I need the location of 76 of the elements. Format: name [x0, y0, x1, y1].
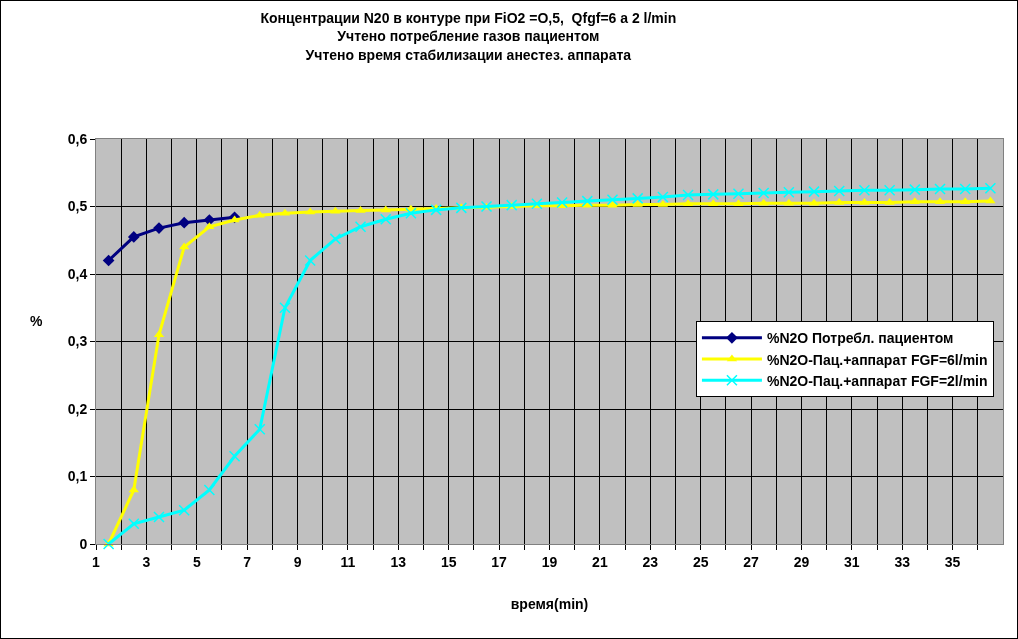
x-tick-label: 1	[92, 553, 101, 570]
x-tick-label: 19	[541, 553, 558, 570]
x-tick-label: 13	[390, 553, 407, 570]
x-tick-label: 25	[692, 553, 709, 570]
x-tick-label: 21	[592, 553, 608, 570]
point	[732, 187, 745, 200]
point	[833, 185, 845, 197]
y-tick-label: 0,3	[67, 333, 88, 350]
x-tick-label: 11	[340, 553, 356, 570]
y-tick-label: 0,4	[67, 265, 88, 282]
point	[203, 484, 216, 496]
point	[178, 504, 190, 516]
point	[884, 197, 895, 205]
point	[657, 191, 669, 203]
point	[329, 233, 342, 245]
x-tick-label: 15	[440, 553, 457, 570]
point	[708, 199, 719, 207]
point	[631, 192, 644, 205]
point	[229, 215, 240, 223]
point	[279, 302, 291, 314]
y-tick-label: 0,6	[67, 130, 88, 147]
x-tick-label: 29	[793, 553, 810, 570]
point	[682, 189, 694, 201]
point	[430, 204, 442, 216]
legend-label: %N2O Потребл. пациентом	[766, 330, 954, 347]
y-tick-label: 0,1	[67, 468, 88, 485]
point	[153, 511, 165, 523]
point	[733, 199, 744, 207]
x-tick-label: 7	[243, 553, 252, 570]
y-tick-label: 0,2	[67, 400, 88, 417]
x-tick-label: 31	[844, 553, 860, 570]
x-axis-title: время(min)	[510, 596, 589, 613]
x-tick-label: 17	[491, 553, 508, 570]
point	[254, 210, 265, 218]
point	[859, 197, 870, 205]
point	[858, 184, 871, 197]
point	[127, 231, 140, 243]
y-tick-label: 0	[79, 535, 88, 552]
point	[556, 196, 568, 209]
point	[581, 195, 594, 207]
point	[128, 485, 139, 493]
point	[102, 254, 115, 267]
point	[178, 216, 191, 229]
point	[606, 194, 619, 206]
point	[808, 185, 820, 198]
point	[304, 254, 316, 267]
point	[959, 183, 971, 195]
point	[783, 186, 795, 199]
point	[960, 197, 971, 205]
x-tick-label: 9	[293, 553, 302, 570]
x-tick-label: 33	[894, 553, 911, 570]
point	[380, 205, 391, 213]
x-tick-label: 3	[142, 553, 151, 570]
point	[909, 183, 921, 196]
point	[203, 214, 216, 226]
point	[707, 188, 720, 201]
point	[834, 197, 845, 205]
point	[354, 221, 367, 233]
point	[984, 182, 997, 195]
x-tick-label: 23	[642, 553, 659, 570]
point	[934, 183, 946, 195]
point	[883, 184, 896, 197]
x-tick-label: 5	[192, 553, 201, 570]
y-tick-label: 0,5	[67, 198, 88, 215]
legend-label: %N2O-Пац.+аппарат FGF=2l/min	[766, 372, 988, 389]
point	[379, 213, 392, 226]
point	[128, 518, 140, 530]
chart-title: Концентрации N20 в контуре при FiO2 =O,5, Qfgf=6 a 2 l/min Учтено потребление газов пациентом Учтено время стабилизации анестез. аппарата	[260, 10, 677, 63]
point	[632, 199, 643, 207]
legend-label: %N2O-Пац.+аппарат FGF=6l/min	[766, 351, 988, 368]
y-axis-title: %	[30, 313, 43, 329]
point	[405, 207, 417, 219]
x-tick-label: 35	[944, 553, 961, 570]
x-tick-label: 27	[743, 553, 760, 570]
point	[757, 187, 770, 199]
point	[254, 423, 266, 435]
